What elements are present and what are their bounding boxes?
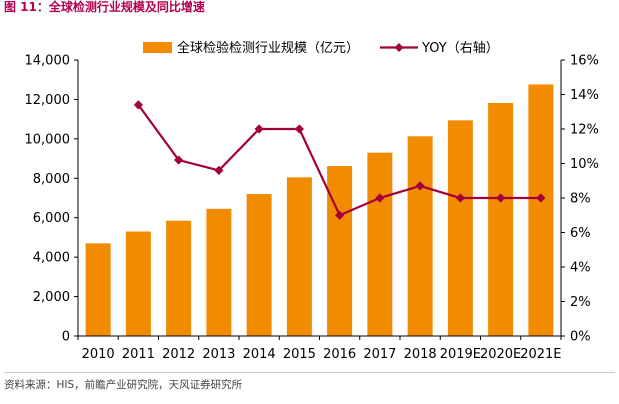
left-tick-label: 12,000 — [25, 93, 71, 108]
bar-2012 — [166, 220, 192, 336]
right-tick-label: 2% — [570, 295, 591, 310]
x-tick-label: 2015 — [283, 347, 316, 362]
legend-line-marker — [394, 43, 404, 52]
x-tick-label: 2018 — [404, 347, 437, 362]
x-tick-label: 2017 — [363, 347, 396, 362]
bar-2021E — [528, 84, 554, 337]
yoy-point-2021E — [536, 193, 546, 203]
left-tick-label: 2,000 — [33, 290, 70, 305]
yoy-point-2014 — [254, 124, 264, 134]
left-tick-label: 4,000 — [33, 251, 70, 266]
legend-line-label: YOY（右轴） — [421, 41, 499, 56]
right-tick-label: 12% — [570, 123, 599, 138]
source-divider — [4, 372, 615, 373]
bar-2019E — [447, 120, 473, 336]
right-tick-label: 4% — [570, 261, 591, 276]
figure-title: 图 11：全球检测行业规模及同比增速 — [4, 0, 205, 14]
yoy-point-2020E — [496, 193, 506, 203]
x-tick-label: 2021E — [520, 347, 561, 362]
right-axis: 0% 2% 4% 6% 8% 10% 12% 14% 16% — [560, 54, 599, 345]
yoy-point-2019E — [455, 193, 465, 203]
legend: 全球检验检测行业规模（亿元） YOY（右轴） — [143, 40, 499, 56]
x-axis: 2010 2011 2012 2013 2014 2015 2016 2017 2018 2019… — [77, 335, 562, 362]
left-tick-label: 0 — [62, 330, 70, 345]
yoy-point-2016 — [335, 210, 345, 220]
right-tick-label: 8% — [570, 192, 591, 207]
x-tick-label: 2011 — [122, 347, 155, 362]
bar-2011 — [125, 231, 151, 336]
x-tick-label: 2020E — [480, 347, 521, 362]
right-tick-label: 10% — [570, 157, 599, 172]
left-tick-label: 10,000 — [25, 132, 71, 147]
yoy-point-2013 — [214, 165, 224, 175]
x-tick-label: 2019E — [440, 347, 481, 362]
yoy-point-2011 — [133, 100, 143, 110]
bar-2010 — [85, 243, 111, 336]
bar-2017 — [367, 152, 393, 336]
bar-2015 — [286, 177, 312, 336]
right-tick-label: 16% — [570, 54, 599, 69]
x-tick-label: 2013 — [202, 347, 235, 362]
left-axis: 0 2,000 4,000 6,000 8,000 10,000 12,000 14,000 — [25, 54, 79, 345]
legend-bar-label: 全球检验检测行业规模（亿元） — [177, 40, 359, 56]
left-tick-label: 8,000 — [33, 172, 70, 187]
left-tick-label: 14,000 — [25, 54, 71, 69]
right-tick-label: 14% — [570, 88, 599, 103]
bar-2014 — [246, 194, 272, 336]
yoy-point-2012 — [174, 155, 184, 165]
yoy-point-2015 — [294, 124, 304, 134]
yoy-point-2018 — [415, 181, 425, 191]
x-tick-label: 2012 — [162, 347, 195, 362]
yoy-line-series — [133, 100, 546, 220]
bar-2018 — [407, 136, 433, 336]
yoy-point-2017 — [375, 193, 385, 203]
source-note: 资料来源：HIS，前瞻产业研究院，天风证券研究所 — [4, 379, 243, 391]
right-tick-label: 0% — [570, 330, 591, 345]
x-tick-label: 2014 — [243, 347, 276, 362]
x-tick-label: 2016 — [323, 347, 356, 362]
legend-bar-swatch — [143, 42, 172, 53]
bar-2013 — [206, 208, 232, 336]
bar-2020E — [488, 102, 514, 336]
x-tick-label: 2010 — [82, 347, 115, 362]
bar-2016 — [327, 166, 353, 336]
bar-series — [85, 84, 554, 337]
left-tick-label: 6,000 — [33, 211, 70, 226]
right-tick-label: 6% — [570, 226, 591, 241]
